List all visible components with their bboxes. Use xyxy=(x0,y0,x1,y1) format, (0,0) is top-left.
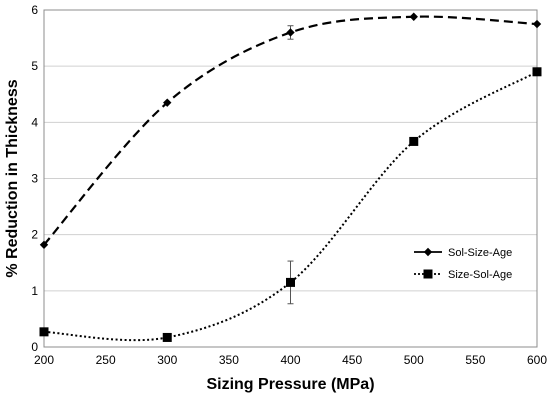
y-tick-label: 6 xyxy=(31,3,38,17)
legend-entry: Size-Sol-Age xyxy=(414,269,512,281)
y-tick-label: 2 xyxy=(31,228,38,242)
data-point xyxy=(409,12,418,21)
series-line xyxy=(43,70,538,342)
data-point xyxy=(409,136,419,146)
x-tick-label: 600 xyxy=(527,353,547,367)
data-point xyxy=(39,240,49,249)
legend-label: Size-Sol-Age xyxy=(448,269,512,281)
data-point xyxy=(162,332,172,342)
y-tick-labels: 0 1 2 3 4 5 6 xyxy=(31,3,38,354)
series-0 xyxy=(39,12,542,249)
y-tick-label: 4 xyxy=(31,115,38,129)
x-tick-label: 550 xyxy=(465,353,485,367)
legend-marker xyxy=(423,247,433,257)
x-tick-label: 400 xyxy=(280,353,300,367)
series-layer xyxy=(39,12,542,342)
y-tick-label: 0 xyxy=(31,340,38,354)
y-tick-label: 3 xyxy=(31,172,38,186)
legend-entry: Sol-Size-Age xyxy=(414,247,512,259)
x-tick-label: 300 xyxy=(157,353,177,367)
data-point xyxy=(286,277,295,287)
x-tick-label: 500 xyxy=(404,353,424,367)
data-point xyxy=(286,28,295,37)
data-point xyxy=(163,98,172,107)
y-tick-label: 5 xyxy=(31,59,38,73)
legend-marker xyxy=(423,269,433,279)
x-tick-label: 450 xyxy=(342,353,362,367)
plot-area-frame xyxy=(43,9,538,348)
y-tick-label: 1 xyxy=(31,284,38,298)
x-tick-label: 250 xyxy=(96,353,116,367)
legend: Sol-Size-Age Size-Sol-Age xyxy=(414,247,512,281)
x-tick-label: 200 xyxy=(34,353,54,367)
y-axis-title: % Reduction in Thickness xyxy=(4,79,21,277)
data-point xyxy=(532,67,542,77)
x-axis-title: Sizing Pressure (MPa) xyxy=(206,376,374,393)
legend-label: Sol-Size-Age xyxy=(448,247,512,259)
data-point xyxy=(39,327,49,337)
x-tick-labels: 200 250 300 350 400 450 500 550 600 xyxy=(34,353,547,367)
series-1 xyxy=(39,67,542,342)
x-tick-label: 350 xyxy=(219,353,239,367)
data-point xyxy=(532,19,542,29)
